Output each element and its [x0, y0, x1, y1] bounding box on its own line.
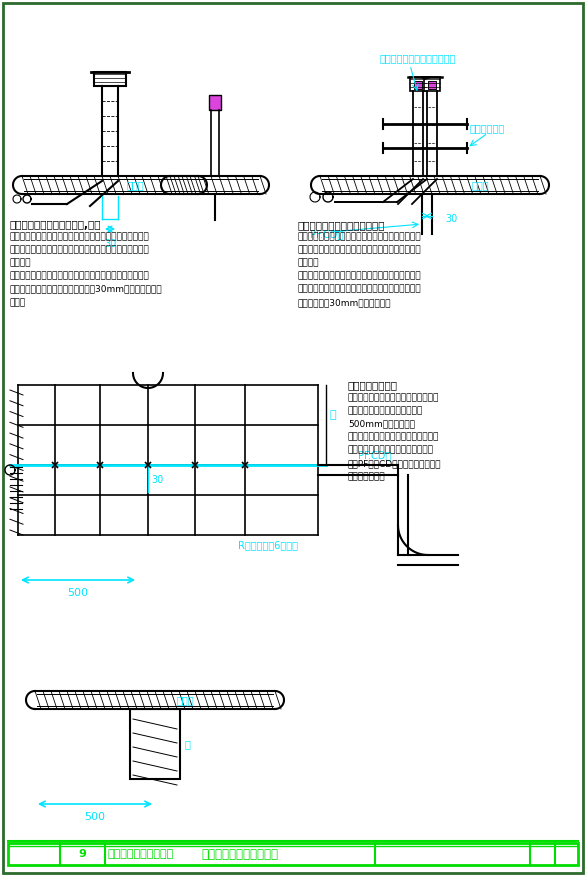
Text: PF.CD管: PF.CD管	[310, 229, 343, 239]
Text: スラブ: スラブ	[176, 695, 194, 705]
Bar	[428, 81, 436, 89]
Text: 梁: 梁	[330, 410, 336, 420]
Text: ３）梁回りの配管: ３）梁回りの配管	[348, 380, 398, 390]
Bar	[94, 72, 126, 86]
Bar	[424, 77, 440, 91]
Text: 梁に沿って配管を布設する場合は梁躯
躯から、配管端部までの間隔は
500mm以上離すこと
梁上部を横断して布設するときは管を
まとめて布設しないようにする。な
: 梁に沿って配管を布設する場合は梁躯 躯から、配管端部までの間隔は 500mm以上…	[348, 393, 441, 481]
Bar	[8, 843, 578, 865]
Text: 支持用鉄筋棒: 支持用鉄筋棒	[470, 123, 505, 133]
Text: スラブ: スラブ	[126, 180, 144, 190]
Text: スラブ打ち込みの立ち上げ配管は固定金物、支持金物等を
使用し端部はトロ浸入をふせぐブランクキャップを取付け
ておく。
スラブから立ち上げる配管の間隔はアウトレッ: スラブ打ち込みの立ち上げ配管は固定金物、支持金物等を 使用し端部はトロ浸入をふせ…	[10, 232, 163, 307]
Bar	[414, 81, 422, 89]
Text: １）床立ち上げ配管の固定,養生: １）床立ち上げ配管の固定,養生	[10, 220, 101, 230]
Text: ＰＦ管スラブ配管要領図: ＰＦ管スラブ配管要領図	[202, 847, 278, 860]
Text: ２）間仕切壁への立ち上げ配管: ２）間仕切壁への立ち上げ配管	[298, 220, 386, 230]
Text: 500: 500	[67, 588, 88, 598]
Text: 500: 500	[84, 812, 105, 822]
Text: PF.CD管: PF.CD管	[358, 450, 391, 460]
Text: 30: 30	[104, 239, 116, 249]
Bar	[410, 77, 426, 91]
Text: 30: 30	[445, 214, 457, 224]
Text: 梁: 梁	[185, 739, 191, 749]
Text: 30: 30	[151, 475, 163, 485]
Bar	[209, 95, 221, 110]
Text: スラブ: スラブ	[471, 180, 489, 190]
Text: Rは管内径の6倍以上: Rは管内径の6倍以上	[238, 540, 298, 550]
Text: 9: 9	[78, 849, 86, 859]
Bar	[130, 709, 180, 779]
Text: スラブから壁への立ち上がり配管は取付け高さの低
い位置ボックスへの配管の修正が少なくなるよう留
意する。
配管は上図のように立ち上がり部分で支持用鉄筋棒
で支持: スラブから壁への立ち上がり配管は取付け高さの低 い位置ボックスへの配管の修正が少…	[298, 232, 421, 307]
Text: 合成樹脂可とう電線管: 合成樹脂可とう電線管	[108, 849, 174, 859]
Text: 鋼線鉄線（トロ浸入防止用）: 鋼線鉄線（トロ浸入防止用）	[380, 53, 456, 63]
